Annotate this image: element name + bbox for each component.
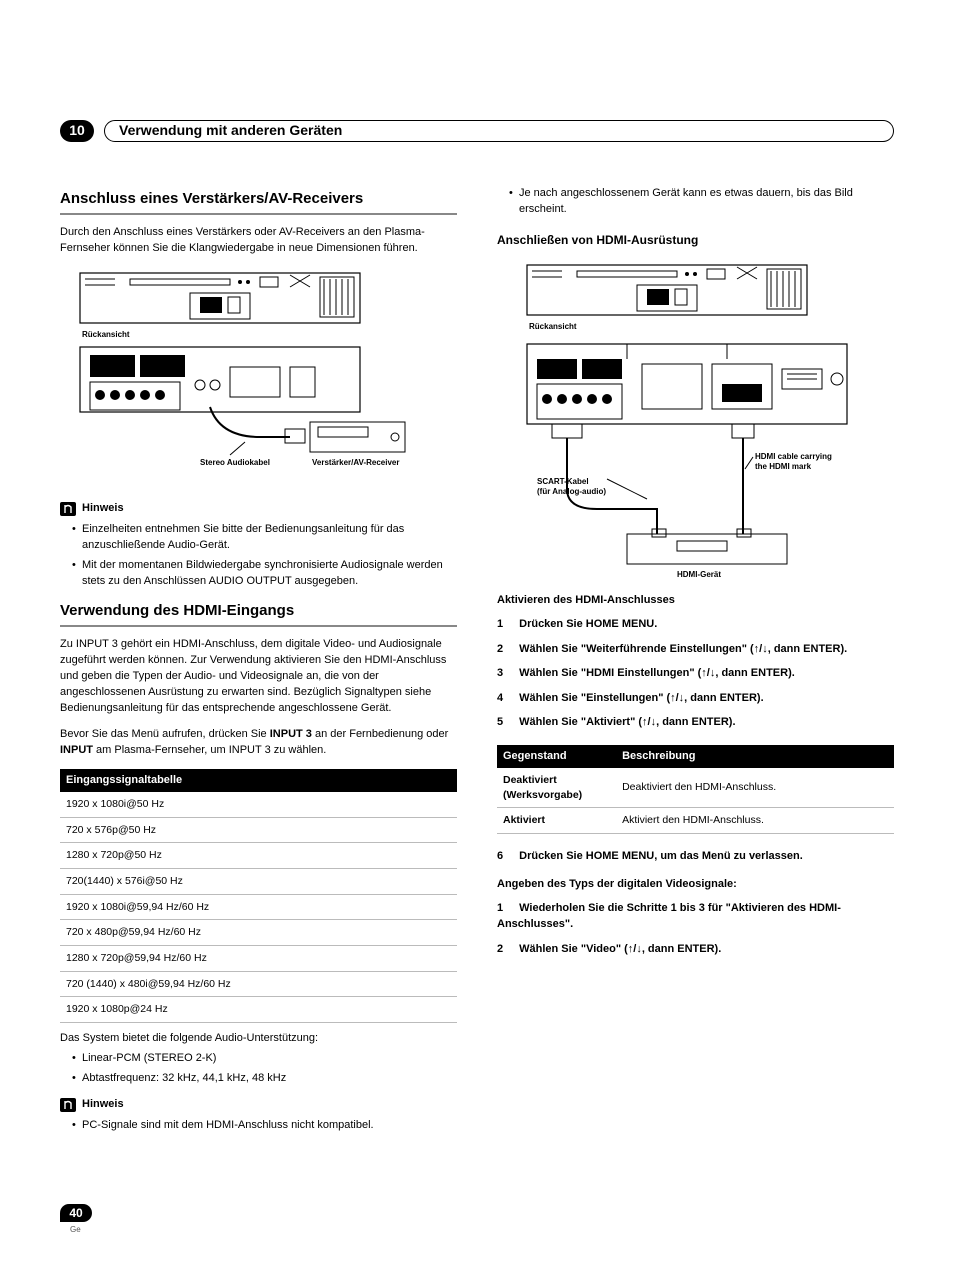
hdmi-intro-2: Bevor Sie das Menü aufrufen, drücken Sie… (60, 727, 457, 759)
table-row: Aktiviert den HDMI-Anschluss. (616, 808, 894, 834)
signal-table-header: Eingangssignaltabelle (60, 769, 457, 792)
settings-table-h2: Beschreibung (616, 745, 894, 768)
list-item: Linear-PCM (STEREO 2-K) (72, 1051, 457, 1067)
diagram1-cable-label: Stereo Audiokabel (200, 458, 270, 467)
audio-support-intro: Das System bietet die folgende Audio-Unt… (60, 1031, 457, 1047)
step: 2 Wählen Sie "Weiterführende Einstellung… (497, 641, 894, 658)
list-item: Einzelheiten entnehmen Sie bitte der Bed… (72, 522, 457, 554)
subhead-connect-hdmi: Anschließen von HDMI-Ausrüstung (497, 232, 894, 249)
signal-table: Eingangssignaltabelle 1920 x 1080i@50 Hz… (60, 769, 457, 1024)
top-bullet-list: Je nach angeschlossenem Gerät kann es et… (497, 186, 894, 218)
note-label-2: Hinweis (82, 1097, 124, 1112)
two-column-layout: Anschluss eines Verstärkers/AV-Receivers… (60, 182, 894, 1144)
table-row: 720 x 576p@50 Hz (60, 817, 457, 843)
diagram-hdmi-connection: Rückansicht (497, 259, 894, 579)
diagram2-scart-label: SCART-Kabel (für Analog-audio) (537, 477, 606, 496)
step: 6 Drücken Sie HOME MENU, um das Menü zu … (497, 848, 894, 865)
note-label-1: Hinweis (82, 501, 124, 516)
right-column: Je nach angeschlossenem Gerät kann es et… (497, 182, 894, 1144)
step: 5 Wählen Sie "Aktiviert" (↑/↓, dann ENTE… (497, 714, 894, 731)
hdmi-intro-1: Zu INPUT 3 gehört ein HDMI-Anschluss, de… (60, 637, 457, 717)
amplifier-intro: Durch den Anschluss eines Verstärkers od… (60, 225, 457, 257)
table-row: Deaktiviert den HDMI-Anschluss. (616, 768, 894, 808)
chapter-bar: 10 Verwendung mit anderen Geräten (60, 120, 894, 142)
page-language: Ge (70, 1224, 894, 1235)
page: 10 Verwendung mit anderen Geräten Anschl… (0, 0, 954, 1275)
table-row: 720 (1440) x 480i@59,94 Hz/60 Hz (60, 971, 457, 997)
note-icon (60, 1098, 76, 1112)
diagram1-device-label: Verstärker/AV-Receiver (312, 458, 399, 467)
table-row: 1920 x 1080i@50 Hz (60, 792, 457, 817)
step: 3 Wählen Sie "HDMI Einstellungen" (↑/↓, … (497, 665, 894, 682)
table-row: 720 x 480p@59,94 Hz/60 Hz (60, 920, 457, 946)
note-list-2: PC-Signale sind mit dem HDMI-Anschluss n… (60, 1118, 457, 1134)
table-row: 1920 x 1080p@24 Hz (60, 997, 457, 1023)
section-heading-amplifier: Anschluss eines Verstärkers/AV-Receivers (60, 188, 457, 215)
chapter-title-wrap: Verwendung mit anderen Geräten (104, 120, 894, 142)
note-heading-2: Hinweis (60, 1097, 457, 1112)
table-row: 720(1440) x 576i@50 Hz (60, 869, 457, 895)
diagram-amplifier-connection: Rückansicht (60, 267, 457, 487)
note-heading-1: Hinweis (60, 501, 457, 516)
page-number-badge: 40 (60, 1204, 92, 1222)
table-row: Aktiviert (497, 808, 616, 834)
list-item: Abtastfrequenz: 32 kHz, 44,1 kHz, 48 kHz (72, 1071, 457, 1087)
diagram2-hdmi-cable-label: HDMI cable carrying the HDMI mark (755, 452, 834, 471)
chapter-number-badge: 10 (60, 120, 94, 142)
left-column: Anschluss eines Verstärkers/AV-Receivers… (60, 182, 457, 1144)
list-item: PC-Signale sind mit dem HDMI-Anschluss n… (72, 1118, 457, 1134)
list-item: Mit der momentanen Bildwiedergabe synchr… (72, 558, 457, 590)
audio-support-list: Linear-PCM (STEREO 2-K) Abtastfrequenz: … (60, 1051, 457, 1087)
table-row: Deaktiviert (Werksvorgabe) (497, 768, 616, 808)
step: 1 Drücken Sie HOME MENU. (497, 616, 894, 633)
settings-table: Gegenstand Beschreibung Deaktiviert (Wer… (497, 745, 894, 834)
table-row: 1280 x 720p@59,94 Hz/60 Hz (60, 946, 457, 972)
table-row: 1920 x 1080i@59,94 Hz/60 Hz (60, 894, 457, 920)
step: 4 Wählen Sie "Einstellungen" (↑/↓, dann … (497, 690, 894, 707)
diagram2-rear-label: Rückansicht (529, 322, 577, 331)
diagram2-device-label: HDMI-Gerät (677, 570, 721, 579)
subhead-video-type: Angeben des Typs der digitalen Videosign… (497, 877, 894, 892)
chapter-title: Verwendung mit anderen Geräten (119, 121, 342, 141)
list-item: Je nach angeschlossenem Gerät kann es et… (509, 186, 894, 218)
section-heading-hdmi: Verwendung des HDMI-Eingangs (60, 600, 457, 627)
subhead-activate-hdmi: Aktivieren des HDMI-Anschlusses (497, 593, 894, 608)
step: 1 Wiederholen Sie die Schritte 1 bis 3 f… (497, 900, 894, 933)
step: 2 Wählen Sie "Video" (↑/↓, dann ENTER). (497, 941, 894, 958)
table-row: 1280 x 720p@50 Hz (60, 843, 457, 869)
note-list-1: Einzelheiten entnehmen Sie bitte der Bed… (60, 522, 457, 590)
page-footer: 40 Ge (60, 1204, 894, 1235)
diagram1-rear-label: Rückansicht (82, 330, 130, 339)
settings-table-h1: Gegenstand (497, 745, 616, 768)
note-icon (60, 502, 76, 516)
